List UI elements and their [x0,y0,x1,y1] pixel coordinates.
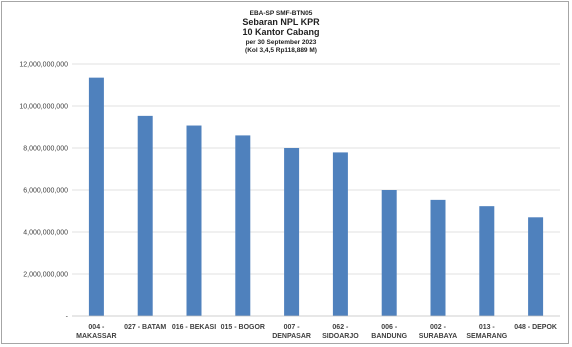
x-category-label: 004 - [88,324,105,331]
x-category-label: MAKASSAR [76,333,116,340]
bar [88,77,104,317]
y-tick-label: 6,000,000,000 [23,188,68,195]
x-category-label: 002 - [430,324,447,331]
bar [381,190,397,316]
y-tick-label: 12,000,000,000 [19,62,68,69]
x-category-label: 007 - [284,324,301,331]
bar [332,152,348,316]
x-category-label: BANDUNG [371,333,407,340]
title-line: per 30 September 2023 [246,39,317,46]
y-tick-label: 8,000,000,000 [23,146,68,153]
x-category-label: 006 - [381,324,398,331]
y-tick-label: 4,000,000,000 [23,230,68,237]
x-category-label: SEMARANG [466,333,507,340]
bars [88,77,544,317]
x-category-label: 027 - BATAM [124,324,166,331]
bar [186,125,202,316]
y-tick-label: - [66,314,69,321]
x-category-label: 048 - DEPOK [514,324,557,331]
gridlines [72,63,560,275]
bar [235,135,251,316]
x-category-label: 013 - [479,324,496,331]
bar [528,217,544,316]
bar [430,199,446,316]
x-category-label: 015 - BOGOR [221,324,265,331]
y-tick-label: 10,000,000,000 [19,104,68,111]
x-axis-category-labels: 004 - MAKASSAR 027 - BATAM 016 - BEKASI 015 … [76,324,557,340]
x-category-label: DENPASAR [272,333,311,340]
bar [137,115,153,317]
y-tick-label: 2,000,000,000 [23,272,68,279]
bar [479,206,495,316]
x-category-label: SIDOARJO [322,333,359,340]
bar [284,148,300,316]
y-axis-tick-labels: - 2,000,000,000 4,000,000,000 6,000,000,000… [19,62,68,321]
title-line: (Kol 3,4,5 Rp118,889 M) [245,47,317,54]
title-line: EBA-SP SMF-BTN05 [250,10,313,17]
x-category-label: 016 - BEKASI [172,324,216,331]
x-category-label: SURABAYA [419,333,457,340]
title-line: Sebaran NPL KPR [242,17,320,27]
x-category-label: 062 - [332,324,349,331]
title-line: 10 Kantor Cabang [242,27,319,37]
